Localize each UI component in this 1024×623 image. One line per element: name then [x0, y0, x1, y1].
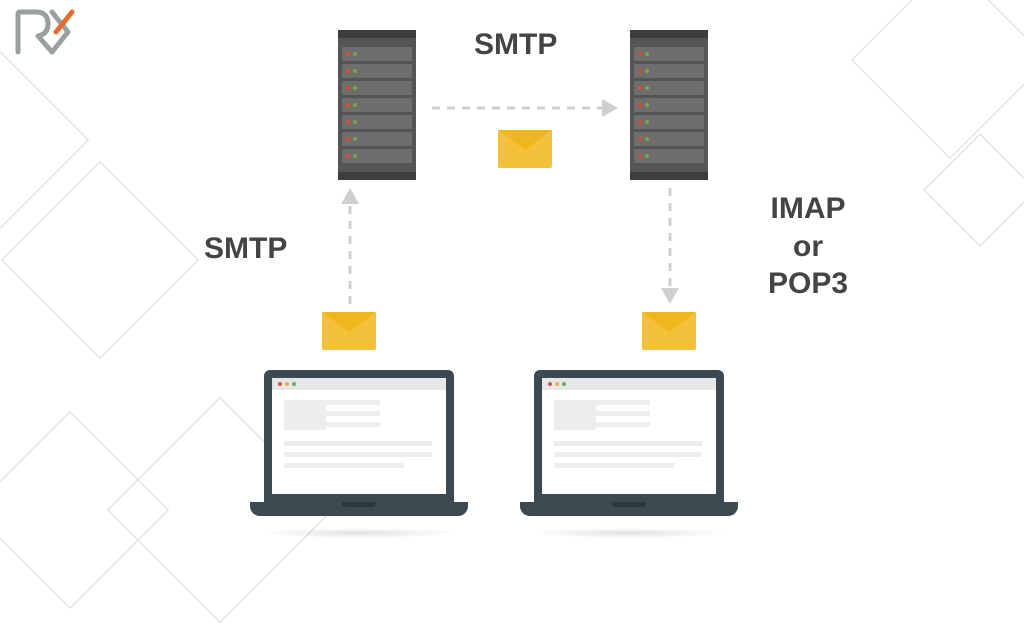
label-right-line2: or: [793, 230, 823, 263]
label-right-line3: POP3: [768, 267, 848, 300]
arrow-right-icon: [430, 96, 620, 120]
envelope-icon: [498, 130, 552, 168]
arrow-down-icon: [658, 186, 682, 306]
decor-diamond: [923, 133, 1024, 246]
label-top-smtp: SMTP: [474, 26, 557, 64]
arrow-up-icon: [338, 186, 362, 306]
brand-logo: [14, 8, 80, 61]
laptop-receiver: [520, 370, 738, 532]
email-protocol-diagram: SMTP SMTP IMAP or POP3: [0, 0, 1024, 549]
server-sender: [338, 30, 416, 180]
envelope-icon: [322, 312, 376, 350]
server-receiver: [630, 30, 708, 180]
laptop-sender: [250, 370, 468, 532]
envelope-icon: [642, 312, 696, 350]
label-right-imap-pop3: IMAP or POP3: [748, 190, 868, 303]
label-right-line1: IMAP: [771, 192, 846, 225]
decor-diamond: [851, 0, 1024, 159]
label-left-smtp: SMTP: [204, 230, 287, 268]
